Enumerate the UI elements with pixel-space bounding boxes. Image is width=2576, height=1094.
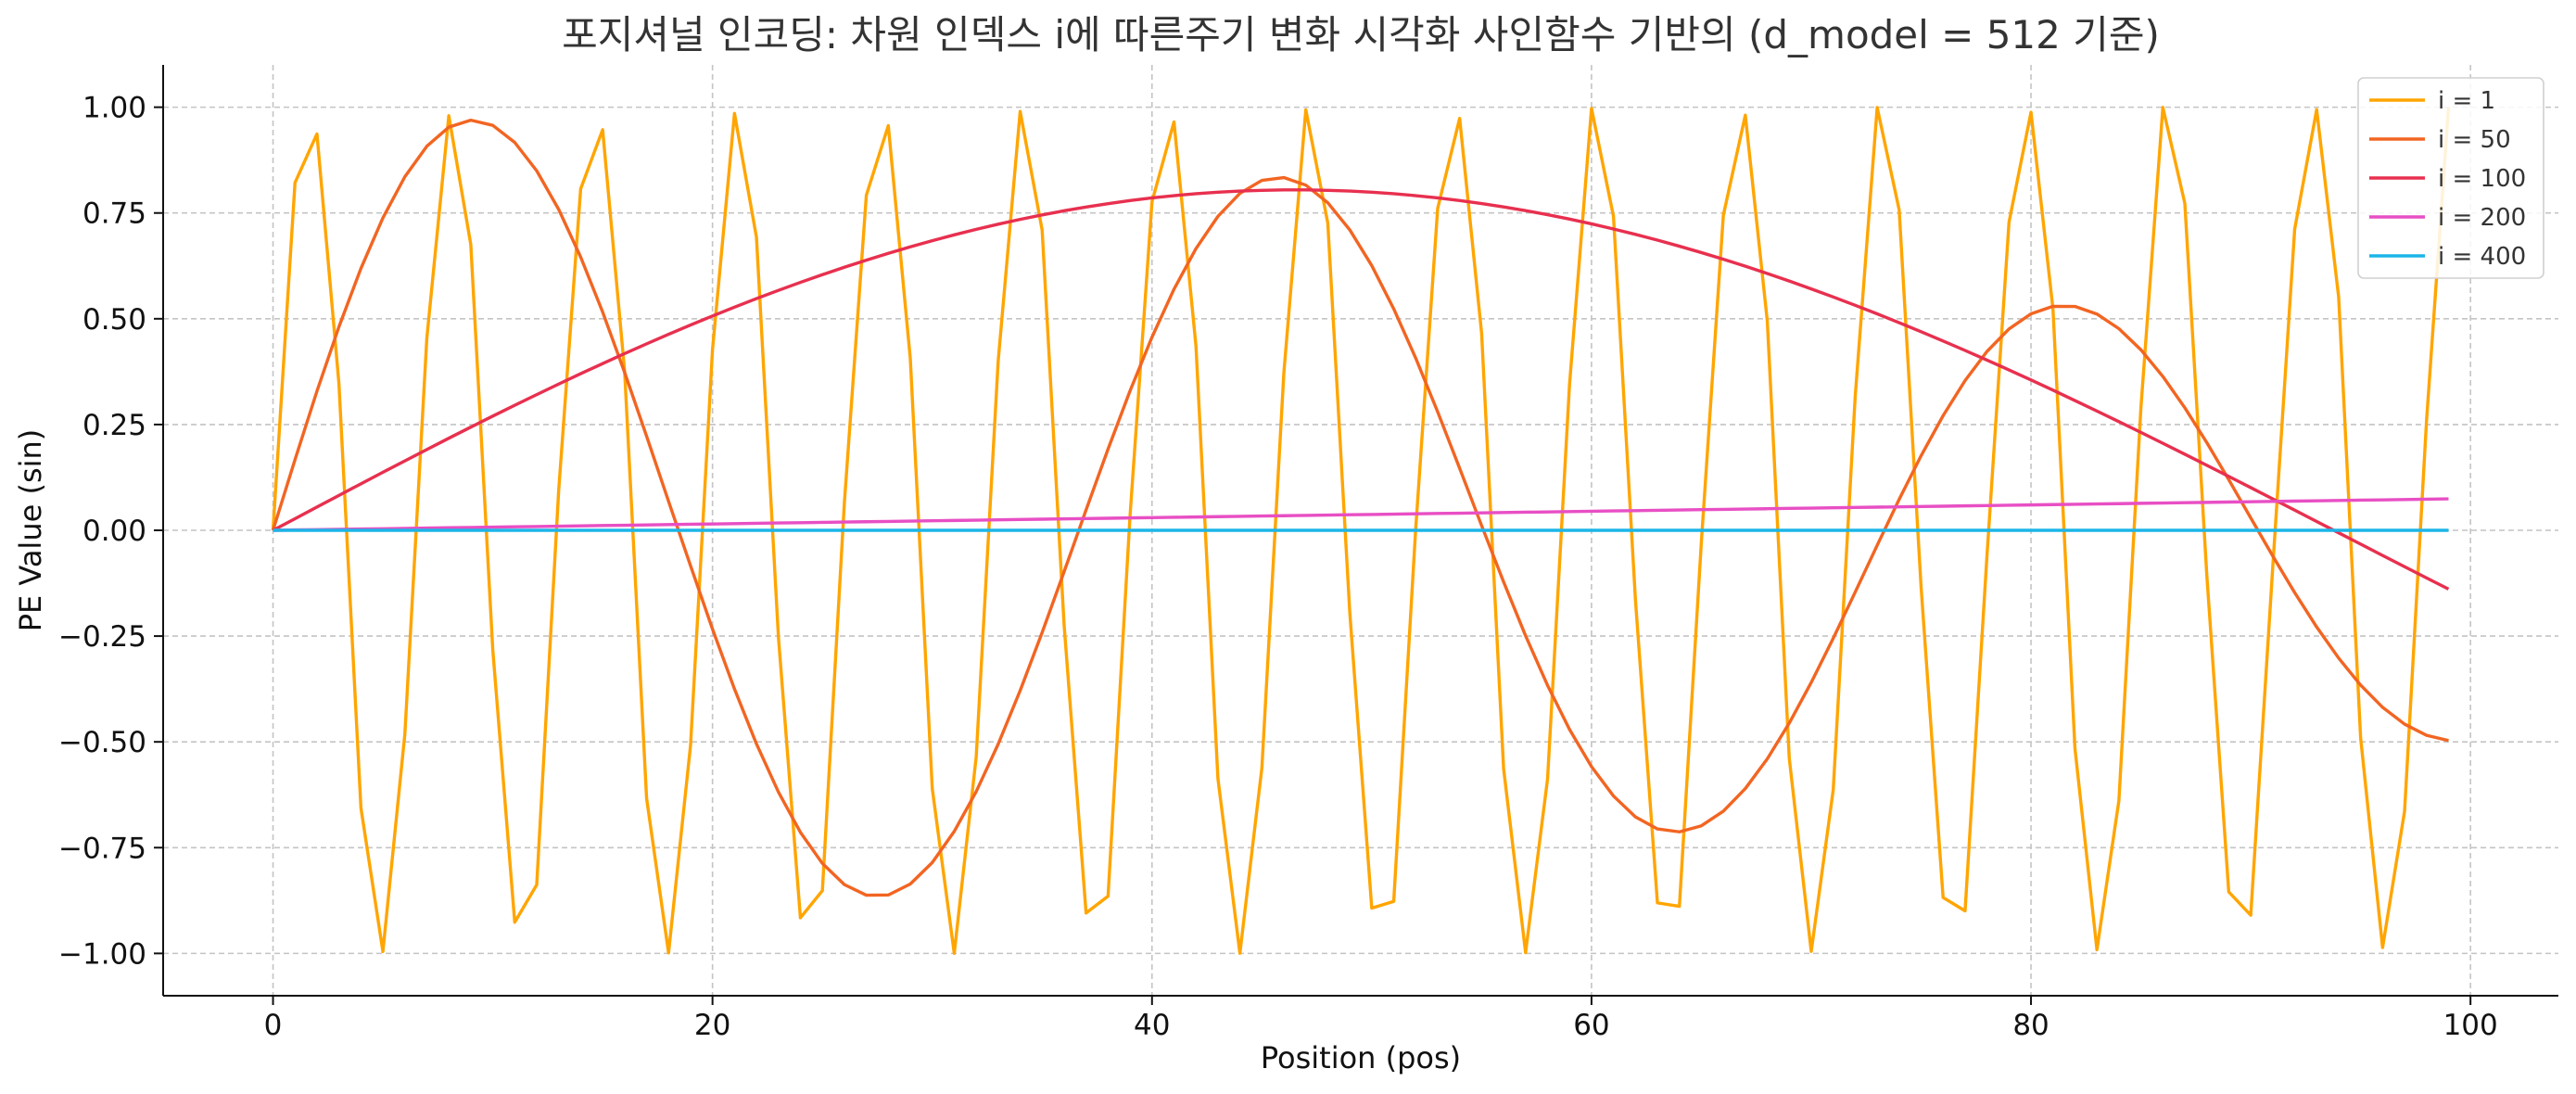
x-axis-title: Position (pos)	[1261, 1040, 1461, 1075]
y-tick-label: 0.50	[82, 303, 146, 337]
x-tick-label: 20	[694, 1009, 730, 1042]
series-group	[271, 106, 2451, 955]
y-tick-label: 0.00	[82, 515, 146, 548]
series-line-4	[273, 497, 2449, 532]
series-line-3	[272, 188, 2450, 591]
legend-label: i = 200	[2438, 204, 2526, 232]
legend-label: i = 50	[2438, 126, 2511, 154]
y-tick-label: 0.25	[82, 409, 146, 442]
y-axis-title: PE Value (sin)	[13, 429, 48, 632]
x-tick-label: 60	[1573, 1009, 1609, 1042]
legend-label: i = 400	[2438, 243, 2526, 271]
y-tick-label: −0.75	[58, 832, 146, 865]
y-tick-label: −0.25	[58, 620, 146, 654]
legend-label: i = 1	[2438, 87, 2495, 115]
x-tick-label: 80	[2012, 1009, 2049, 1042]
chart-title: 포지셔널 인코딩: 차원 인덱스 i에 따른주기 변화 시각화 사인함수 기반의…	[562, 12, 2160, 57]
legend-label: i = 100	[2438, 165, 2526, 193]
y-tick-label: −1.00	[58, 937, 146, 971]
series-line-2	[271, 118, 2449, 897]
x-tick-label: 0	[264, 1009, 283, 1042]
y-tick-label: 1.00	[82, 92, 146, 125]
y-tick-label: −0.50	[58, 726, 146, 759]
legend-box	[2357, 77, 2544, 279]
x-tick-label: 100	[2443, 1009, 2498, 1042]
y-tick-label: 0.75	[82, 197, 146, 231]
legend: i = 1 i = 50 i = 100 i = 200 i = 400	[2357, 77, 2544, 279]
x-tick-label: 40	[1134, 1009, 1170, 1042]
series-line-1	[271, 106, 2451, 955]
x-ticks: 0 20 40 60 80 100	[264, 996, 2498, 1042]
y-ticks: −1.00 −0.75 −0.50 −0.25 0.00 0.25 0.50 0.75 1.00	[58, 92, 163, 971]
